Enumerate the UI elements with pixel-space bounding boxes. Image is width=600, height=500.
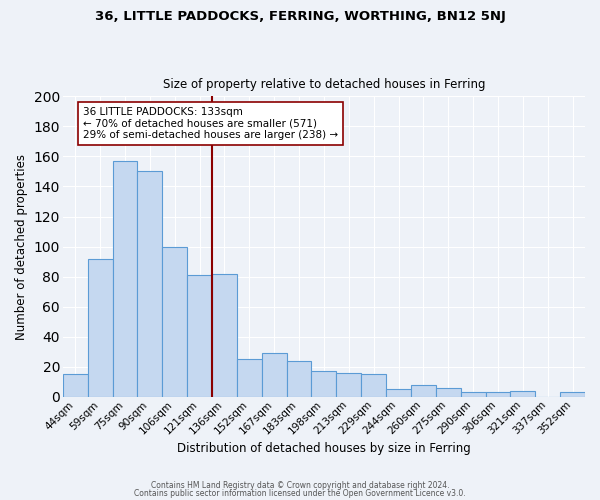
Title: Size of property relative to detached houses in Ferring: Size of property relative to detached ho… xyxy=(163,78,485,91)
Bar xyxy=(337,373,361,397)
Bar xyxy=(88,258,113,397)
Bar xyxy=(113,161,137,397)
Bar xyxy=(287,361,311,397)
Text: 36 LITTLE PADDOCKS: 133sqm
← 70% of detached houses are smaller (571)
29% of sem: 36 LITTLE PADDOCKS: 133sqm ← 70% of deta… xyxy=(83,107,338,140)
Bar xyxy=(461,392,485,397)
Bar xyxy=(386,390,411,397)
Text: 36, LITTLE PADDOCKS, FERRING, WORTHING, BN12 5NJ: 36, LITTLE PADDOCKS, FERRING, WORTHING, … xyxy=(95,10,505,23)
Y-axis label: Number of detached properties: Number of detached properties xyxy=(15,154,28,340)
Bar xyxy=(311,372,337,397)
Bar xyxy=(560,392,585,397)
Bar xyxy=(361,374,386,397)
Bar xyxy=(237,359,262,397)
Bar xyxy=(511,391,535,397)
Bar xyxy=(162,246,187,397)
Bar xyxy=(187,275,212,397)
Bar xyxy=(485,392,511,397)
Bar xyxy=(436,388,461,397)
Bar xyxy=(212,274,237,397)
Bar xyxy=(262,353,287,397)
Text: Contains HM Land Registry data © Crown copyright and database right 2024.: Contains HM Land Registry data © Crown c… xyxy=(151,481,449,490)
Bar xyxy=(411,385,436,397)
Bar xyxy=(63,374,88,397)
Bar xyxy=(137,172,162,397)
X-axis label: Distribution of detached houses by size in Ferring: Distribution of detached houses by size … xyxy=(177,442,471,455)
Text: Contains public sector information licensed under the Open Government Licence v3: Contains public sector information licen… xyxy=(134,488,466,498)
